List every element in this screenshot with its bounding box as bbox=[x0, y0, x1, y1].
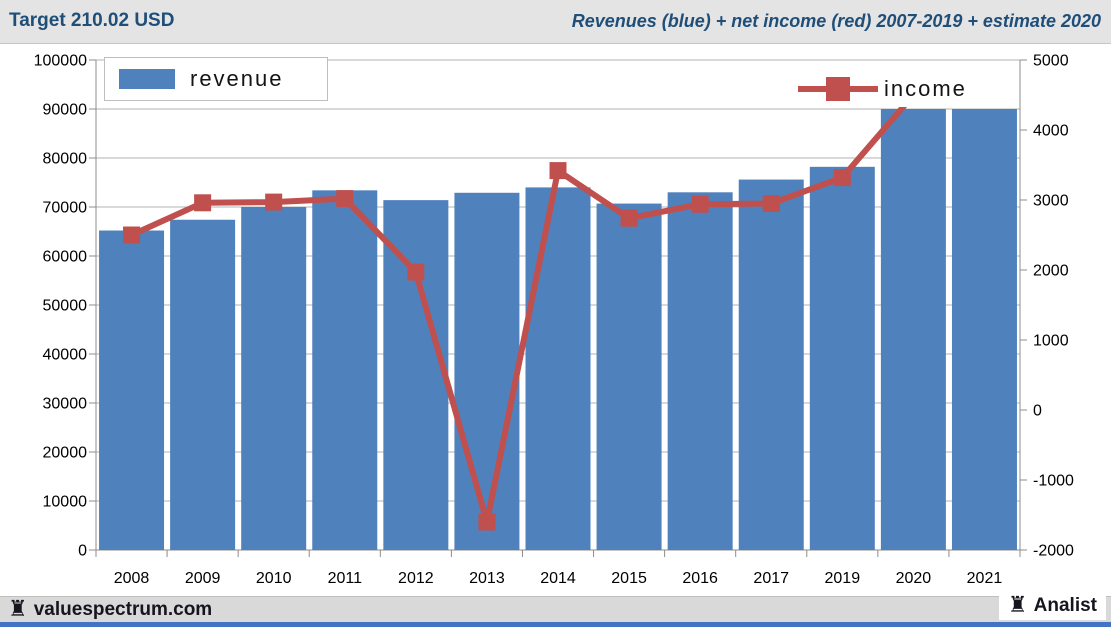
x-axis-labels: 2008 2009 2010 2011 2012 2013 2014 2015 2016 2017… bbox=[114, 570, 1003, 587]
income-marker bbox=[833, 169, 851, 187]
right-axis-tick-label: -1000 bbox=[1033, 473, 1074, 490]
income-swatch-icon bbox=[798, 75, 878, 103]
x-axis-tick-label: 2016 bbox=[682, 570, 718, 587]
left-axis-tick-label: 50000 bbox=[43, 298, 88, 315]
valuespectrum-link[interactable]: ♜ valuespectrum.com bbox=[8, 597, 212, 623]
x-axis-tick-label: 2019 bbox=[825, 570, 861, 587]
income-marker bbox=[549, 162, 567, 180]
revenue-bar bbox=[596, 203, 662, 550]
chart-plot-area: 0 10000 20000 30000 40000 50000 60000 70000 8000… bbox=[0, 45, 1111, 597]
income-marker bbox=[620, 209, 638, 227]
income-marker-swatch bbox=[826, 77, 850, 101]
income-marker bbox=[407, 263, 425, 281]
income-marker bbox=[123, 226, 141, 244]
revenue-bar bbox=[738, 179, 804, 550]
x-axis-tick-label: 2011 bbox=[328, 570, 363, 587]
right-axis-tick-label: 1000 bbox=[1033, 333, 1069, 350]
income-marker bbox=[691, 195, 709, 213]
chart-header: Target 210.02 USD Revenues (blue) + net … bbox=[0, 0, 1111, 44]
revenue-bar bbox=[312, 190, 378, 550]
revenue-legend-label: revenue bbox=[190, 66, 284, 91]
revenue-bars bbox=[99, 109, 1017, 551]
x-axis-tick-label: 2021 bbox=[967, 570, 1003, 587]
right-axis-tick-label: 3000 bbox=[1033, 193, 1069, 210]
left-axis-tick-label: 10000 bbox=[43, 494, 88, 511]
revenue-bar bbox=[880, 109, 946, 550]
chart-title: Revenues (blue) + net income (red) 2007-… bbox=[571, 11, 1101, 31]
analist-link[interactable]: ♜ Analist bbox=[998, 593, 1106, 620]
valuespectrum-label: valuespectrum.com bbox=[33, 599, 213, 620]
left-axis-tick-label: 40000 bbox=[43, 347, 88, 364]
income-marker bbox=[265, 193, 283, 211]
income-line-series bbox=[123, 86, 922, 531]
right-axis-tick-label: 0 bbox=[1033, 403, 1042, 420]
legend-revenue: revenue bbox=[104, 57, 328, 101]
left-axis-tick-label: 80000 bbox=[43, 151, 88, 168]
revenue-bar bbox=[241, 207, 307, 550]
left-axis-tick-label: 30000 bbox=[43, 396, 88, 413]
revenue-bar bbox=[525, 187, 591, 550]
x-axis-tick-label: 2012 bbox=[398, 570, 434, 587]
rook-icon: ♜ bbox=[8, 597, 28, 622]
bottom-accent-bar bbox=[0, 622, 1111, 627]
income-marker bbox=[194, 194, 212, 212]
x-axis-tick-label: 2017 bbox=[753, 570, 789, 587]
left-axis-tick-label: 100000 bbox=[34, 53, 87, 70]
income-line bbox=[128, 92, 917, 525]
left-axis-tick-label: 90000 bbox=[43, 102, 88, 119]
x-axis-tick-label: 2008 bbox=[114, 570, 150, 587]
revenue-bar bbox=[951, 109, 1017, 550]
footer-bar: ♜ valuespectrum.com ♜ Analist bbox=[0, 593, 1111, 623]
x-axis-tick-label: 2009 bbox=[185, 570, 221, 587]
revenue-bar bbox=[383, 200, 449, 550]
right-axis-tick-label: -2000 bbox=[1033, 543, 1074, 560]
revenue-swatch-icon bbox=[119, 69, 175, 89]
income-legend-label: income bbox=[884, 76, 967, 101]
legend-income: income bbox=[798, 71, 994, 107]
target-price-label: Target 210.02 USD bbox=[9, 10, 175, 31]
chart-svg: 0100002000030000400005000060000700008000… bbox=[34, 53, 1074, 588]
right-axis-tick-label: 5000 bbox=[1033, 53, 1069, 70]
income-marker bbox=[478, 513, 496, 531]
revenue-bar bbox=[809, 166, 875, 550]
revenue-bar bbox=[170, 219, 236, 551]
income-marker bbox=[336, 190, 354, 208]
x-axis-tick-label: 2020 bbox=[896, 570, 932, 587]
revenue-bar bbox=[667, 192, 733, 551]
left-axis-tick-label: 0 bbox=[78, 543, 87, 560]
income-marker bbox=[762, 195, 780, 212]
left-axis-tick-label: 20000 bbox=[43, 445, 88, 462]
revenue-bar bbox=[99, 230, 165, 550]
revenue-bar bbox=[454, 192, 520, 551]
right-axis-tick-label: 2000 bbox=[1033, 263, 1069, 280]
left-axis-tick-label: 70000 bbox=[43, 200, 88, 217]
analist-label: Analist bbox=[1033, 595, 1097, 616]
rook-icon: ♜ bbox=[1007, 593, 1028, 618]
left-axis-tick-label: 60000 bbox=[43, 249, 88, 266]
axis-labels: 0100002000030000400005000060000700008000… bbox=[34, 53, 1074, 560]
right-axis-tick-label: 4000 bbox=[1033, 123, 1069, 140]
x-axis-tick-label: 2010 bbox=[256, 570, 292, 587]
x-axis-tick-label: 2013 bbox=[469, 570, 505, 587]
x-axis-tick-label: 2015 bbox=[611, 570, 647, 587]
x-axis-tick-label: 2014 bbox=[540, 570, 576, 587]
